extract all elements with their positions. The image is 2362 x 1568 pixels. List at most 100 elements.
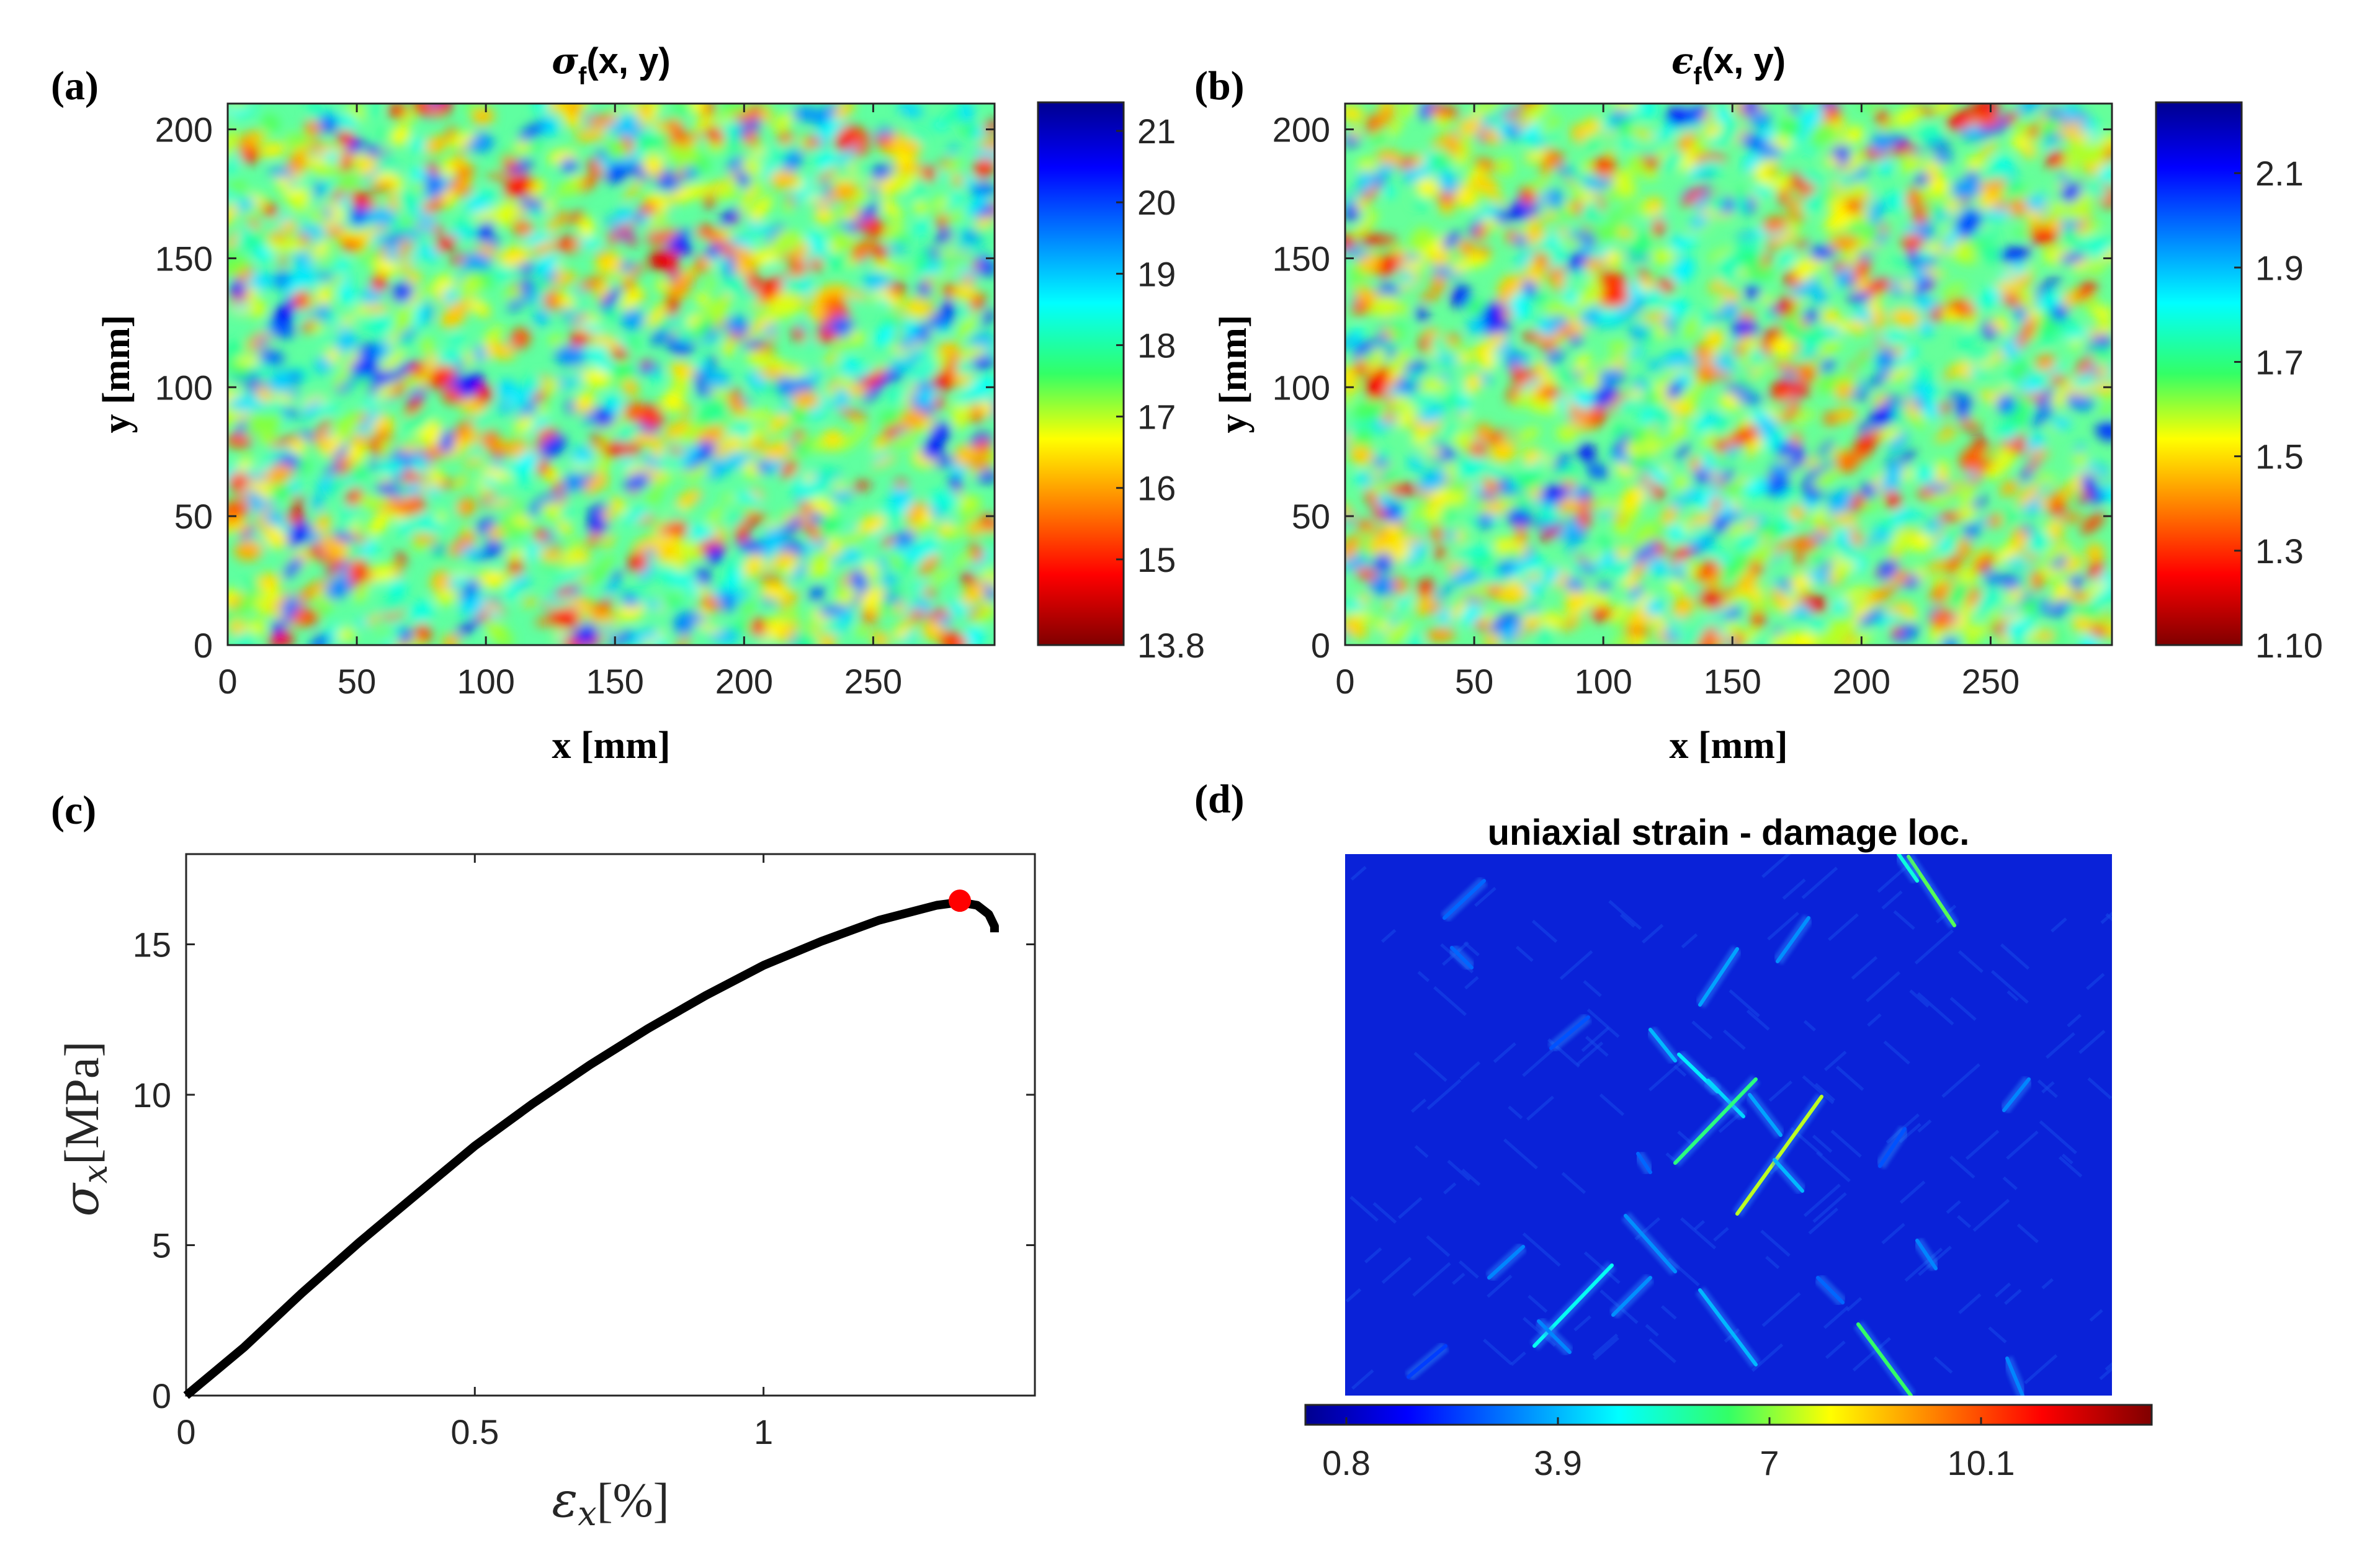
field-blob — [267, 319, 295, 339]
field-blob — [1712, 418, 1729, 436]
field-blob — [1638, 269, 1650, 282]
field-blob — [1499, 621, 1521, 642]
field-blob — [792, 436, 815, 457]
field-blob — [372, 259, 399, 276]
field-blob — [2026, 208, 2039, 224]
field-blob — [540, 435, 567, 458]
field-blob — [619, 223, 632, 236]
field-blob — [1871, 132, 1892, 154]
field-blob — [1524, 104, 1550, 118]
field-blob — [743, 340, 761, 350]
field-blob — [2024, 628, 2047, 643]
field-blob — [834, 432, 862, 452]
field-blob — [1375, 619, 1390, 631]
field-blob — [505, 550, 526, 559]
field-blob — [465, 577, 480, 593]
field-blob — [337, 378, 358, 394]
field-blob — [259, 221, 275, 231]
field-blob — [411, 458, 428, 474]
field-blob — [533, 310, 550, 326]
damage-texture — [2046, 1032, 2075, 1059]
field-blob — [368, 385, 378, 395]
field-blob — [935, 229, 953, 243]
field-blob — [783, 201, 794, 213]
field-blob — [1580, 242, 1595, 257]
field-blob — [1375, 336, 1390, 345]
field-blob — [2034, 318, 2060, 340]
field-blob — [900, 620, 917, 628]
field-blob — [951, 414, 966, 430]
field-blob — [421, 337, 433, 354]
field-blob — [405, 396, 424, 415]
field-blob — [724, 315, 746, 331]
x-tick-label: 100 — [457, 662, 514, 701]
field-blob — [547, 594, 571, 607]
field-blob — [1754, 165, 1771, 185]
field-blob — [2075, 280, 2097, 302]
field-blob — [311, 320, 326, 334]
field-blob — [1712, 515, 1729, 533]
field-blob — [753, 145, 765, 157]
field-blob — [1738, 625, 1760, 645]
field-blob — [1395, 399, 1424, 410]
field-blob — [583, 349, 606, 360]
field-blob — [560, 158, 578, 173]
field-blob — [972, 549, 993, 571]
x-tick-label: 250 — [844, 662, 902, 701]
field-blob — [337, 130, 355, 147]
field-blob — [1884, 191, 1912, 212]
field-blob — [1709, 353, 1738, 364]
field-blob — [2080, 474, 2097, 492]
field-blob — [1662, 150, 1684, 171]
field-blob — [728, 397, 745, 412]
field-blob — [307, 104, 323, 122]
field-blob — [1959, 421, 1982, 431]
field-blob — [750, 617, 766, 637]
field-blob — [509, 327, 530, 350]
damage-texture — [1768, 1080, 1792, 1102]
damage-texture — [1835, 1065, 1864, 1091]
field-blob — [686, 104, 707, 114]
field-blob — [696, 425, 725, 447]
field-blob — [665, 118, 684, 135]
panel-c-ylabel: σx[MPa] — [54, 1041, 115, 1216]
field-blob — [555, 180, 583, 197]
damage-texture — [1899, 1180, 1926, 1204]
field-blob — [388, 104, 407, 119]
field-blob — [1567, 407, 1595, 422]
field-blob — [517, 477, 532, 487]
damage-texture — [1510, 1351, 1526, 1366]
field-blob — [507, 560, 524, 575]
damage-texture — [1349, 1196, 1379, 1222]
field-blob — [627, 552, 648, 572]
field-blob — [534, 390, 547, 403]
field-blob — [2074, 442, 2085, 455]
field-blob — [316, 286, 333, 305]
damage-texture — [1808, 1207, 1838, 1235]
field-blob — [1700, 452, 1719, 462]
field-blob — [1376, 163, 1395, 178]
field-blob — [583, 411, 597, 425]
field-blob — [1773, 537, 1797, 552]
damage-texture — [1459, 1061, 1481, 1080]
field-blob — [705, 127, 725, 145]
field-blob — [1541, 566, 1562, 584]
field-blob — [688, 585, 700, 595]
field-blob — [552, 271, 577, 286]
field-blob — [722, 340, 735, 356]
field-blob — [1924, 483, 1954, 492]
field-blob — [724, 133, 738, 146]
field-blob — [1938, 511, 1965, 522]
field-blob — [921, 164, 936, 182]
field-blob — [2044, 141, 2057, 149]
field-blob — [665, 295, 679, 316]
colorbar-tick-label: 7 — [1760, 1443, 1779, 1482]
field-blob — [1757, 417, 1779, 440]
damage-texture — [1661, 1305, 1677, 1320]
field-blob — [1868, 295, 1881, 315]
field-blob — [1375, 107, 1394, 128]
field-blob — [1913, 466, 1937, 483]
field-blob — [556, 522, 573, 533]
field-blob — [1997, 316, 2009, 334]
damage-texture — [2078, 1030, 2106, 1054]
